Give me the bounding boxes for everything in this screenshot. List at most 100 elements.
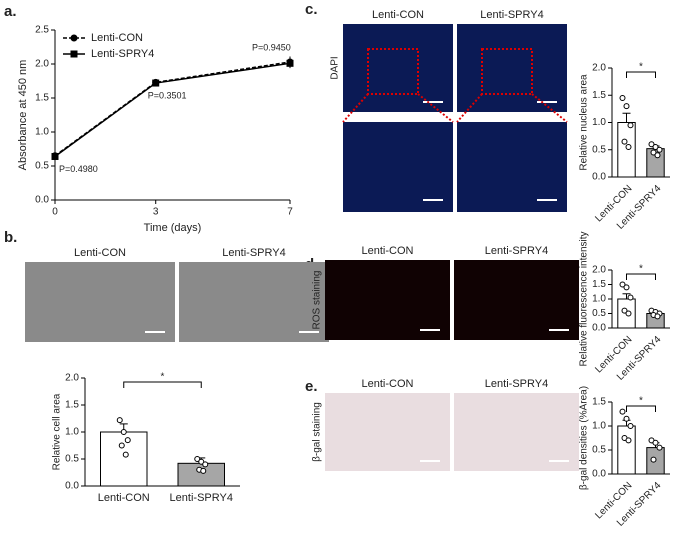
legend-marker	[70, 34, 78, 42]
y-tick-label: 0.5	[592, 445, 606, 456]
data-point	[619, 408, 626, 415]
micrograph	[343, 122, 453, 212]
data-point	[623, 415, 630, 422]
image-label: Lenti-CON	[372, 9, 424, 21]
significance-bracket	[626, 71, 656, 78]
data-point	[118, 442, 125, 449]
data-point	[621, 138, 628, 145]
y-tick-label: 2.0	[65, 373, 79, 384]
panel-label: a.	[4, 3, 17, 20]
p-value: P=0.9450	[252, 42, 291, 52]
legend-label: Lenti-CON	[91, 32, 143, 44]
micrograph	[457, 122, 567, 212]
x-tick-label: Lenti-SPRY4	[170, 492, 233, 504]
y-tick-label: 1.0	[35, 127, 49, 138]
data-point	[656, 146, 663, 153]
y-tick-label: 2.0	[592, 265, 606, 276]
series-line	[54, 61, 291, 157]
data-point	[627, 423, 634, 429]
image-label: Lenti-SPRY4	[222, 247, 285, 259]
data-point	[627, 122, 634, 129]
data-point	[623, 284, 630, 291]
y-tick-label: 1.5	[592, 279, 606, 290]
micrograph	[325, 260, 450, 340]
data-point	[627, 294, 634, 301]
micrograph	[179, 262, 329, 342]
y-tick-label: 0.0	[592, 323, 606, 334]
p-value: P=0.4980	[59, 164, 98, 174]
data-point	[648, 141, 655, 148]
y-axis-label: Relative fluorescence intensity	[579, 231, 590, 366]
bar	[177, 462, 225, 487]
y-tick-label: 0.0	[592, 172, 606, 183]
x-tick-label: 3	[153, 207, 159, 218]
y-tick-label: 1.0	[592, 421, 606, 432]
stain-label: β-gal staining	[312, 402, 323, 462]
micrograph	[454, 260, 579, 340]
y-tick-label: 1.5	[65, 400, 79, 411]
data-point	[650, 149, 657, 156]
micrograph	[454, 393, 579, 471]
data-point	[116, 417, 123, 424]
micrograph	[457, 24, 567, 112]
p-value: P=0.3501	[148, 91, 187, 101]
data-point	[625, 310, 632, 317]
y-axis-label: Relative nucleus area	[579, 74, 590, 171]
panel-label: e.	[305, 378, 318, 395]
significance: *	[639, 396, 643, 407]
data-point	[200, 467, 207, 474]
y-axis-label: Absorbance at 450 nm	[17, 60, 29, 171]
y-tick-label: 1.0	[592, 117, 606, 128]
bar	[617, 425, 636, 475]
data-point	[625, 437, 632, 444]
marker	[51, 152, 59, 160]
image-label: Lenti-SPRY4	[485, 378, 548, 390]
y-tick-label: 1.5	[592, 397, 606, 408]
data-point	[619, 94, 626, 101]
y-tick-label: 0.5	[35, 161, 49, 172]
data-point	[202, 461, 209, 468]
y-axis-label: β-gal densities (%Area)	[579, 386, 590, 490]
image-label: Lenti-CON	[362, 378, 414, 390]
data-point	[625, 144, 632, 151]
stain-label: ROS staining	[312, 271, 323, 330]
marker	[286, 59, 294, 67]
x-tick-label: Lenti-CON	[98, 492, 150, 504]
significance: *	[161, 372, 165, 383]
zoom-box	[367, 48, 419, 95]
data-point	[122, 451, 129, 458]
image-label: Lenti-CON	[362, 245, 414, 257]
data-point	[654, 152, 661, 159]
zoom-line	[417, 93, 454, 123]
data-point	[621, 307, 628, 314]
y-tick-label: 2.0	[35, 59, 49, 70]
data-point	[124, 437, 131, 444]
data-point	[194, 456, 201, 462]
y-tick-label: 2.5	[35, 25, 49, 36]
y-tick-label: 1.0	[592, 294, 606, 305]
bar	[100, 431, 148, 487]
bar	[617, 122, 636, 178]
panel-label: c.	[305, 1, 318, 18]
y-tick-label: 2.0	[592, 63, 606, 74]
significance: *	[639, 62, 643, 73]
micrograph	[325, 393, 450, 471]
y-tick-label: 0.5	[592, 144, 606, 155]
data-point	[654, 313, 661, 320]
x-tick-label: 7	[287, 207, 293, 218]
stain-label: DAPI	[330, 56, 341, 79]
zoom-line	[531, 93, 568, 123]
significance-bracket	[123, 381, 202, 388]
image-label: Lenti-SPRY4	[480, 9, 543, 21]
zoom-box	[481, 48, 533, 95]
series-line	[54, 62, 291, 158]
y-tick-label: 1.5	[592, 90, 606, 101]
data-point	[623, 103, 630, 110]
legend-marker	[70, 50, 78, 58]
data-point	[652, 439, 659, 446]
data-point	[656, 444, 663, 451]
micrograph	[343, 24, 453, 112]
y-tick-label: 0.5	[65, 454, 79, 465]
micrograph	[25, 262, 175, 342]
